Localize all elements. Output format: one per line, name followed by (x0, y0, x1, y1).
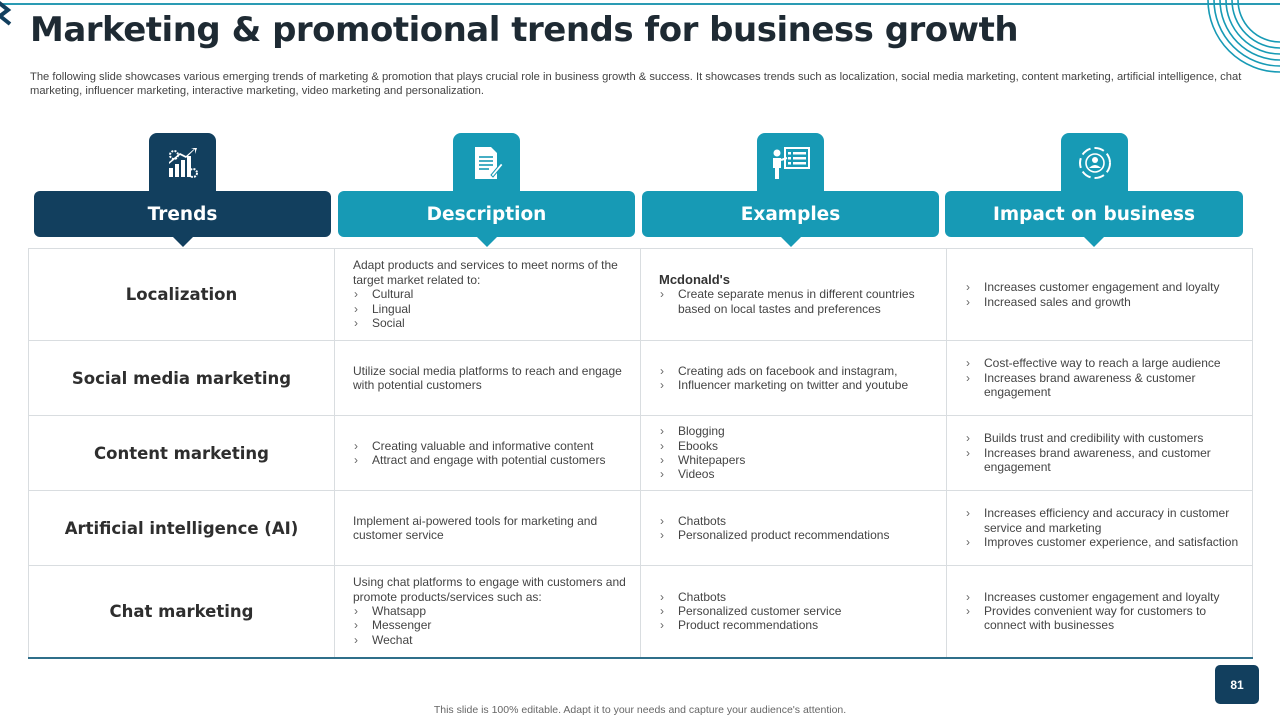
header-trends: Trends (34, 191, 331, 247)
description-cell: Using chat platforms to engage with cust… (334, 565, 641, 659)
list-item: Increased sales and growth (965, 295, 1246, 310)
impact-cell: Builds trust and credibility with custom… (946, 415, 1253, 491)
trends-table: Localization Adapt products and services… (28, 248, 1253, 659)
list-item: Ebooks (659, 439, 940, 454)
examples-cell: Blogging Ebooks Whitepapers Videos (640, 415, 947, 491)
list-item: Personalized product recommendations (659, 528, 940, 543)
list-item: Attract and engage with potential custom… (353, 453, 634, 468)
list-item: Creating valuable and informative conten… (353, 439, 634, 454)
trend-chat-marketing: Chat marketing (28, 565, 335, 659)
table-row: Content marketing Creating valuable and … (28, 415, 1253, 491)
trend-localization: Localization (28, 248, 335, 341)
list-item: Improves customer experience, and satisf… (965, 535, 1246, 550)
corner-logo-icon (0, 1, 12, 26)
description-text: Adapt products and services to meet norm… (353, 258, 618, 287)
list-item: Increases brand awareness & customer eng… (965, 371, 1246, 400)
impact-cell: Increases efficiency and accuracy in cus… (946, 490, 1253, 566)
table-row: Social media marketing Utilize social me… (28, 340, 1253, 416)
header-description: Description (338, 191, 635, 247)
impact-cell: Increases customer engagement and loyalt… (946, 565, 1253, 659)
list-item: Whatsapp (353, 604, 634, 619)
examples-cell: Mcdonald's Create separate menus in diff… (640, 248, 947, 341)
slide-title: Marketing & promotional trends for busin… (30, 10, 1019, 50)
list-item: Increases customer engagement and loyalt… (965, 280, 1246, 295)
list-item: Cultural (353, 287, 634, 302)
description-text: Utilize social media platforms to reach … (353, 363, 622, 392)
table-row: Chat marketing Using chat platforms to e… (28, 565, 1253, 659)
list-item: Increases customer engagement and loyalt… (965, 590, 1246, 605)
trend-content-marketing: Content marketing (28, 415, 335, 491)
trend-ai: Artificial intelligence (AI) (28, 490, 335, 566)
description-text: Using chat platforms to engage with cust… (353, 575, 626, 604)
list-item: Messenger (353, 618, 634, 633)
header-examples: Examples (642, 191, 939, 247)
presenter-board-icon (772, 147, 810, 179)
trend-social-media: Social media marketing (28, 340, 335, 416)
list-item: Chatbots (659, 590, 940, 605)
description-text: Implement ai-powered tools for marketing… (353, 513, 598, 542)
list-item: Creating ads on facebook and instagram, (659, 364, 940, 379)
list-item: Increases efficiency and accuracy in cus… (965, 506, 1246, 535)
list-item: Provides convenient way for customers to… (965, 604, 1246, 633)
description-cell: Creating valuable and informative conten… (334, 415, 641, 491)
top-accent-line (0, 3, 1280, 5)
list-item: Social (353, 316, 634, 331)
description-cell: Adapt products and services to meet norm… (334, 248, 641, 341)
page-number: 81 (1215, 665, 1259, 704)
list-item: Influencer marketing on twitter and yout… (659, 378, 940, 393)
list-item: Lingual (353, 302, 634, 317)
table-row: Artificial intelligence (AI) Implement a… (28, 490, 1253, 566)
list-item: Videos (659, 467, 940, 482)
list-item: Increases brand awareness, and customer … (965, 446, 1246, 475)
list-item: Product recommendations (659, 618, 940, 633)
table-row: Localization Adapt products and services… (28, 248, 1253, 341)
example-brand: Mcdonald's (659, 271, 730, 287)
impact-icon-tab (1061, 133, 1128, 193)
list-item: Builds trust and credibility with custom… (965, 431, 1246, 446)
list-item: Blogging (659, 424, 940, 439)
list-item: Cost-effective way to reach a large audi… (965, 356, 1246, 371)
list-item: Whitepapers (659, 453, 940, 468)
impact-cell: Cost-effective way to reach a large audi… (946, 340, 1253, 416)
description-cell: Utilize social media platforms to reach … (334, 340, 641, 416)
footer-note: This slide is 100% editable. Adapt it to… (433, 704, 847, 716)
decorative-arcs-icon (1207, 0, 1280, 73)
impact-cell: Increases customer engagement and loyalt… (946, 248, 1253, 341)
target-cycle-icon (1078, 147, 1111, 179)
trends-icon-tab (149, 133, 216, 193)
examples-cell: Creating ads on facebook and instagram, … (640, 340, 947, 416)
header-impact: Impact on business (945, 191, 1243, 247)
examples-icon-tab (757, 133, 824, 193)
examples-cell: Chatbots Personalized customer service P… (640, 565, 947, 659)
document-edit-icon (474, 147, 503, 179)
list-item: Wechat (353, 633, 634, 648)
list-item: Chatbots (659, 514, 940, 529)
list-item: Create separate menus in different count… (659, 287, 940, 316)
description-cell: Implement ai-powered tools for marketing… (334, 490, 641, 566)
growth-chart-gears-icon (168, 148, 198, 178)
slide-subtitle: The following slide showcases various em… (30, 71, 1242, 97)
examples-cell: Chatbots Personalized product recommenda… (640, 490, 947, 566)
list-item: Personalized customer service (659, 604, 940, 619)
description-icon-tab (453, 133, 520, 193)
